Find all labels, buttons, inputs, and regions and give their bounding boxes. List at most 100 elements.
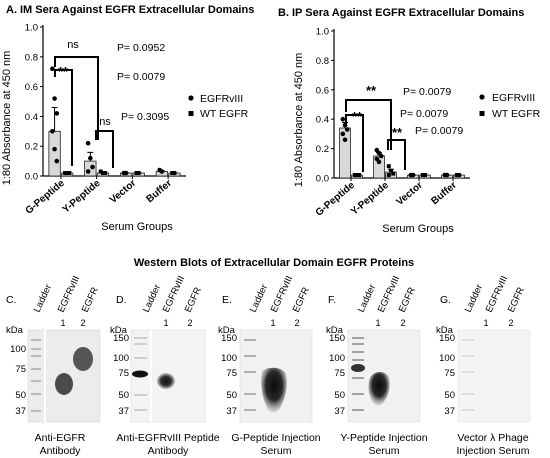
data-point [136,171,141,176]
blot-c-caption-1: Anti-EGFR [35,432,86,444]
data-point [410,172,416,178]
panel-a-ns-1: ns [67,39,79,51]
panel-b-ylabel: 1:80 Absorbance at 450 nm [293,53,305,188]
x-tick-label: G-Peptide [24,178,68,217]
data-point [98,169,103,174]
data-point [342,137,348,143]
blot-c-lane-num-1: 1 [60,318,65,328]
blot-e-kda: kDa [218,325,236,336]
blot-f-ladder-bands [352,337,364,411]
data-point [386,173,391,178]
y-tick-label: 0.6 [316,85,329,96]
x-tick-label: Buffer [429,180,459,207]
panel-b-annotations: ** ** ** P= 0.0079 P= 0.0079 P= 0.0079 [345,83,463,172]
y-tick-label: 0.8 [25,52,38,63]
data-point [376,159,382,165]
x-tick-label: Vector [394,180,425,208]
blot-g-caption-1: Vector λ Phage [457,432,528,444]
blot-e-m100: 100 [221,353,237,364]
blot-c-m37: 37 [15,406,26,417]
x-tick-label: Y-Peptide [349,180,391,218]
blot-d-lane-egfr: EGFR [183,286,204,315]
blot-c-lane-ladder: Ladder [32,283,54,314]
data-point [352,173,357,178]
blot-e-band-egfrviii [261,367,287,413]
y-tick-label: 0.2 [316,144,329,155]
blot-g-m50: 50 [444,390,455,401]
x-tick-label: Vector [108,178,139,206]
data-point [344,127,350,132]
y-tick-label: 1.0 [316,27,329,38]
blot-c-lane-egfr: EGFR [80,286,101,315]
panel-a-p2: P= 0.0079 [117,71,165,83]
data-point [159,169,165,174]
blot-c-letter: C. [6,294,17,306]
blot-f-m100: 100 [329,353,345,364]
panel-a-ylabel: 1:80 Absorbance at 450 nm [1,51,13,186]
blot-g-m75: 75 [444,368,455,379]
chart-panel-a: A. IM Sera Against EGFR Extracellular Do… [1,4,254,233]
blot-f-ladder-75-band [351,364,365,372]
data-point [340,131,346,137]
blot-e-lane-num-2: 2 [294,318,299,328]
panel-a-legend: EGFRvIII WT EGFR [188,93,249,120]
data-point [123,170,129,176]
data-point [50,66,55,72]
data-point [100,171,105,176]
blot-d-m75: 75 [118,368,129,379]
blot-panel-f: F. Ladder EGFRvIII EGFR 1 2 kDa 150 100 … [326,274,428,457]
legend-b-egfrviii: EGFRvIII [492,92,535,104]
panel-a-letter: A. [6,4,17,16]
blot-f-m75: 75 [334,368,345,379]
blot-d-m50: 50 [118,390,129,401]
data-point [50,129,55,134]
blot-c-band-egfrviii [55,373,73,395]
blot-g-caption-2: Injection Serum [457,445,530,457]
data-point [378,153,384,159]
blot-e-m150: 150 [221,333,237,344]
blot-d-m100: 100 [113,353,129,364]
blot-e-ladder-bands [244,339,256,411]
blot-g-m37: 37 [444,406,455,417]
blot-d-band-egfrviii [157,373,175,389]
blot-e-m50: 50 [226,390,237,401]
blot-c-lane-egfrviii: EGFRvIII [56,274,82,314]
blot-g-m100: 100 [439,353,455,364]
panel-a-title: IM Sera Against EGFR Extracellular Domai… [20,4,254,16]
y-tick-label: 0.4 [25,112,38,123]
blot-c-m50: 50 [15,390,26,401]
y-tick-label: 0.0 [316,174,329,185]
blot-f-lane-egfr: EGFR [397,286,418,315]
blot-g-m150: 150 [439,333,455,344]
blot-f-m50: 50 [334,390,345,401]
legend-b-wt: WT EGFR [492,108,541,120]
blot-d-ladder-bands [134,337,147,411]
data-point [103,171,108,176]
legend-a-marker-wt [188,111,194,116]
data-point [67,171,72,176]
legend-b-marker-wt [479,111,485,116]
data-point [85,169,91,174]
panel-b-sig-2: ** [366,83,377,98]
blot-g-lane-ladder: Ladder [463,283,485,314]
panel-b-sig-3: ** [392,125,403,140]
blot-panel-c: C. Ladder EGFRvIII EGFR 1 2 kDa 100 75 5… [6,274,101,457]
blot-d-splice-line [150,330,152,422]
blot-e-lane-num-1: 1 [270,318,275,328]
y-tick-label: 0.6 [25,82,38,93]
data-point [456,173,461,178]
y-tick-label: 0.4 [316,115,329,126]
panel-a-xlabel: Serum Groups [101,221,173,233]
y-tick-label: 0.2 [25,142,38,153]
panel-b-p2: P= 0.0079 [400,108,448,120]
data-point [357,173,362,178]
y-tick-label: 0.0 [25,172,38,183]
legend-a-wt: WT EGFR [200,108,249,120]
blot-g-lane-egfr: EGFR [506,286,527,315]
blot-d-lane-num-2: 2 [187,318,192,328]
data-point [386,164,391,169]
blot-f-caption-1: Y-Peptide Injection [340,432,427,444]
data-point [391,171,396,176]
panel-b-xlabel: Serum Groups [382,223,454,235]
data-point [90,164,95,170]
